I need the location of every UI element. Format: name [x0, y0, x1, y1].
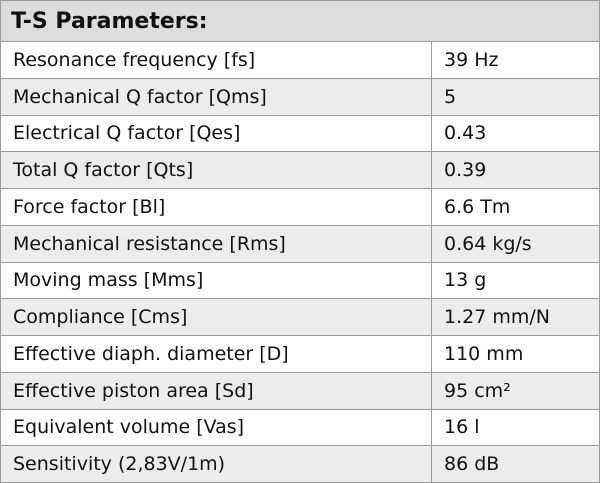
- param-value: 39 Hz: [432, 42, 599, 78]
- param-name: Moving mass [Mms]: [1, 262, 431, 299]
- param-name: Force factor [Bl]: [1, 189, 431, 225]
- param-name: Mechanical resistance [Rms]: [1, 225, 431, 262]
- param-name: Mechanical Q factor [Qms]: [1, 78, 431, 115]
- param-value: 1.27 mm/N: [432, 299, 599, 335]
- param-name: Sensitivity (2,83V/1m): [1, 446, 431, 482]
- param-name: Equivalent volume [Vas]: [1, 409, 431, 446]
- param-value: 86 dB: [432, 446, 599, 482]
- param-value: 0.64 kg/s: [432, 225, 599, 262]
- param-value: 16 l: [432, 409, 599, 446]
- param-value: 0.39: [432, 152, 599, 188]
- param-name: Electrical Q factor [Qes]: [1, 115, 431, 152]
- param-name: Compliance [Cms]: [1, 299, 431, 335]
- param-value: 0.43: [432, 115, 599, 152]
- param-value: 13 g: [432, 262, 599, 299]
- param-name: Total Q factor [Qts]: [1, 152, 431, 188]
- param-name: Resonance frequency [fs]: [1, 42, 431, 78]
- param-value: 5: [432, 78, 599, 115]
- param-value: 6.6 Tm: [432, 189, 599, 225]
- param-value: 95 cm²: [432, 372, 599, 409]
- table-title: T-S Parameters:: [1, 1, 599, 41]
- param-value: 110 mm: [432, 336, 599, 372]
- param-name: Effective piston area [Sd]: [1, 372, 431, 409]
- param-name: Effective diaph. diameter [D]: [1, 336, 431, 372]
